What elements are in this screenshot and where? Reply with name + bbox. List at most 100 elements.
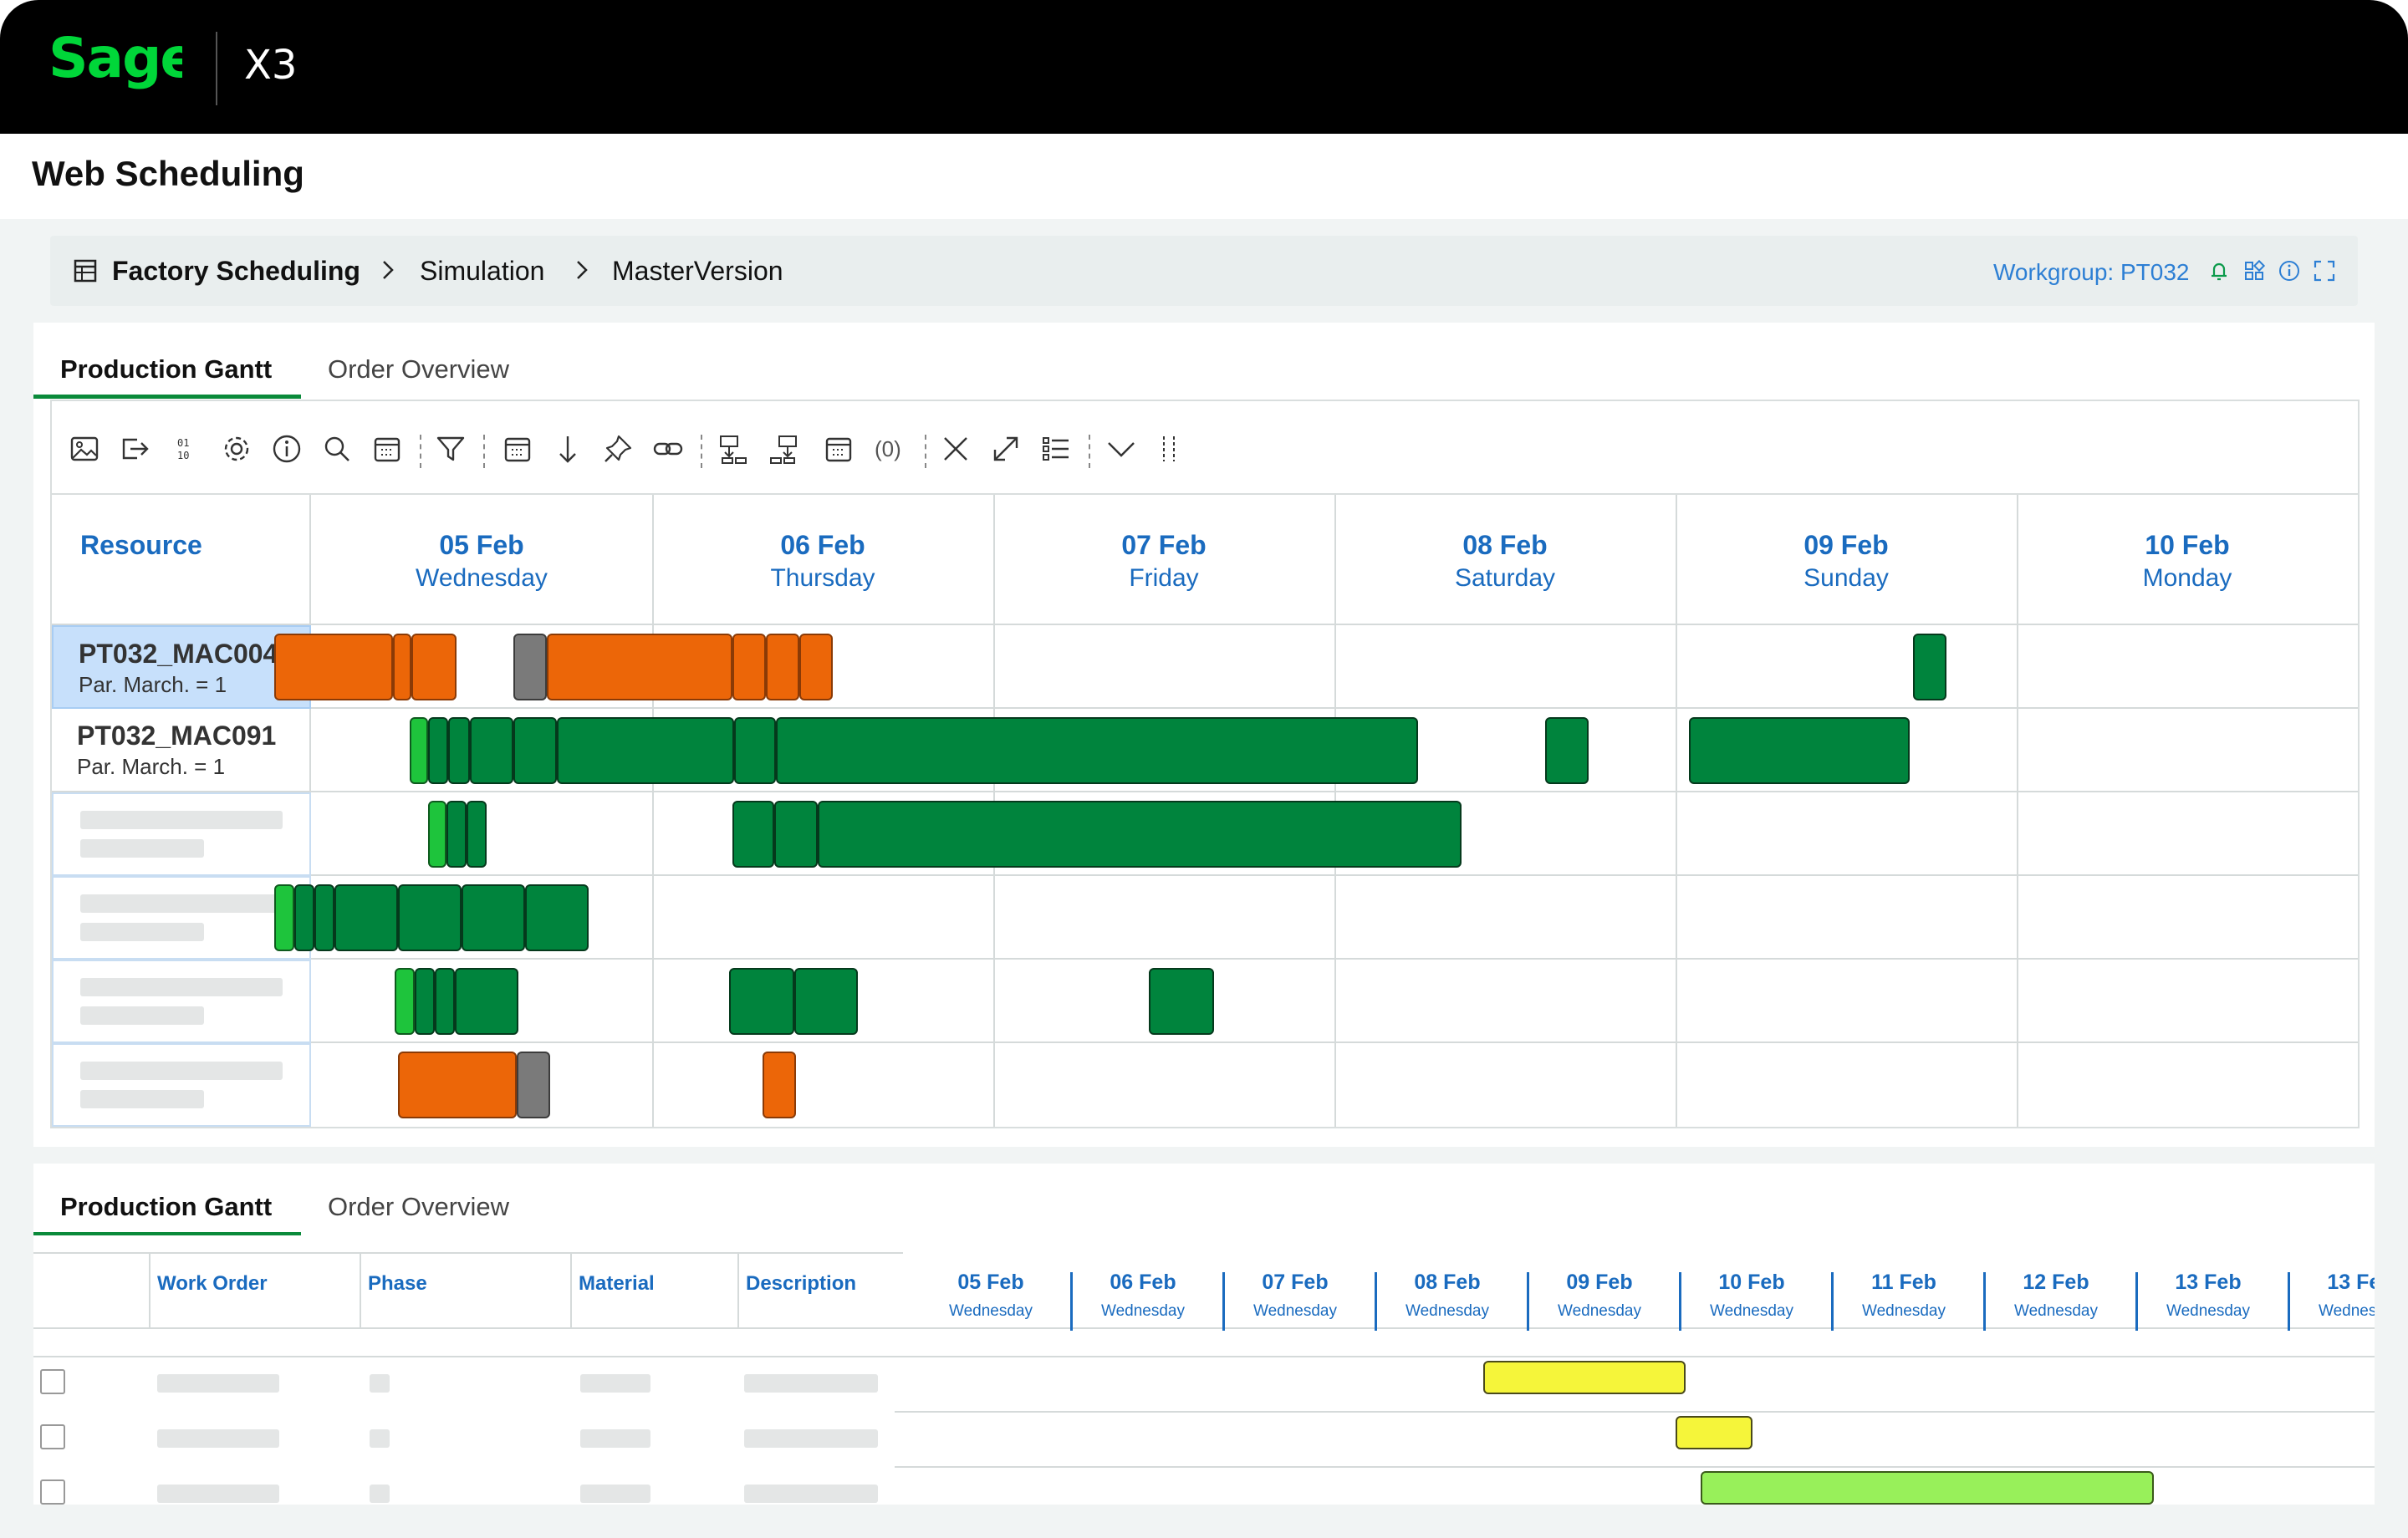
row-checkbox[interactable] <box>40 1479 65 1505</box>
day-date: 07 Feb <box>1121 530 1207 560</box>
operation-bar[interactable] <box>410 717 428 784</box>
table-row[interactable] <box>33 1424 903 1458</box>
table-row[interactable] <box>33 1479 903 1505</box>
toolbar-divider <box>925 435 926 468</box>
operation-bar[interactable] <box>446 801 467 868</box>
operation-bar[interactable] <box>314 884 334 951</box>
image-icon[interactable] <box>69 433 100 465</box>
order-bar[interactable] <box>1483 1361 1686 1394</box>
operation-bar[interactable] <box>734 717 776 784</box>
operation-bar[interactable] <box>470 717 513 784</box>
operation-bar[interactable] <box>1913 634 1946 700</box>
export-icon[interactable] <box>119 433 150 465</box>
resource-row[interactable] <box>52 1043 311 1127</box>
operation-bar[interactable] <box>415 968 435 1035</box>
operation-bar[interactable] <box>467 801 487 868</box>
resource-row[interactable] <box>52 876 311 960</box>
column-phase[interactable]: Phase <box>368 1272 427 1295</box>
list-icon[interactable] <box>1040 433 1072 465</box>
operation-bar[interactable] <box>428 717 448 784</box>
resource-row[interactable] <box>52 960 311 1043</box>
tab-production-gantt[interactable]: Production Gantt <box>60 354 273 384</box>
operation-bar[interactable] <box>763 1052 796 1118</box>
fullscreen-icon[interactable] <box>2313 259 2336 283</box>
calendar-alt-icon[interactable] <box>823 433 855 465</box>
apps-icon[interactable] <box>2242 259 2266 283</box>
operation-bar[interactable] <box>398 1052 517 1118</box>
grid-line <box>1676 495 1677 1127</box>
link-icon[interactable] <box>652 433 684 465</box>
operation-bar[interactable] <box>274 634 393 700</box>
breadcrumb-simulation[interactable]: Simulation <box>420 256 545 286</box>
calendar-grid-icon[interactable] <box>502 433 533 465</box>
operation-bar[interactable] <box>776 717 1418 784</box>
tab-production-gantt[interactable]: Production Gantt <box>60 1192 273 1221</box>
resource-row[interactable]: PT032_MAC091 Par. March. = 1 <box>52 709 311 792</box>
bell-icon[interactable] <box>2207 259 2231 283</box>
operation-bar[interactable] <box>525 884 589 951</box>
operation-bar[interactable] <box>513 717 557 784</box>
operation-bar[interactable] <box>398 884 462 951</box>
pin-icon[interactable] <box>602 433 634 465</box>
close-icon[interactable] <box>940 433 972 465</box>
column-material[interactable]: Material <box>579 1272 655 1295</box>
move-down-icon[interactable] <box>717 433 749 465</box>
operation-bar[interactable] <box>794 968 858 1035</box>
operation-bar[interactable] <box>1149 968 1214 1035</box>
order-bar[interactable] <box>1676 1416 1752 1449</box>
operation-bar[interactable] <box>1545 717 1589 784</box>
operation-bar[interactable] <box>732 634 766 700</box>
placeholder-line <box>80 1006 204 1025</box>
expand-icon[interactable] <box>990 433 1022 465</box>
tab-order-overview[interactable]: Order Overview <box>328 354 510 384</box>
operation-bar[interactable] <box>732 801 774 868</box>
operation-bar[interactable] <box>513 634 547 700</box>
operation-bar[interactable] <box>274 884 294 951</box>
operation-bar[interactable] <box>799 634 833 700</box>
search-icon[interactable] <box>321 433 353 465</box>
arrow-down-icon[interactable] <box>552 433 584 465</box>
operation-bar[interactable] <box>557 717 734 784</box>
calendar-day: Wednesday <box>1406 1302 1489 1320</box>
operation-bar[interactable] <box>517 1052 550 1118</box>
resource-row[interactable]: PT032_MAC004 Par. March. = 1 <box>52 625 311 709</box>
operation-bar[interactable] <box>411 634 457 700</box>
operation-bar[interactable] <box>729 968 794 1035</box>
move-down-alt-icon[interactable] <box>768 433 799 465</box>
chevron-down-icon[interactable] <box>1105 433 1137 465</box>
calendar-icon[interactable] <box>371 433 403 465</box>
workgroup-label[interactable]: Workgroup: PT032 <box>1993 259 2190 285</box>
breadcrumb-factory-scheduling[interactable]: Factory Scheduling <box>112 256 360 286</box>
operation-bar[interactable] <box>547 634 732 700</box>
operation-bar[interactable] <box>435 968 455 1035</box>
info-icon[interactable] <box>271 433 303 465</box>
operation-bar[interactable] <box>766 634 799 700</box>
row-checkbox[interactable] <box>40 1369 65 1394</box>
placeholder-line <box>80 1062 283 1080</box>
operation-bar[interactable] <box>448 717 470 784</box>
operation-bar[interactable] <box>818 801 1462 868</box>
operation-bar[interactable] <box>334 884 398 951</box>
column-description[interactable]: Description <box>746 1272 857 1295</box>
breadcrumb-masterversion[interactable]: MasterVersion <box>612 256 783 286</box>
tab-order-overview[interactable]: Order Overview <box>328 1192 510 1221</box>
operation-bar[interactable] <box>462 884 525 951</box>
operation-bar[interactable] <box>774 801 818 868</box>
column-work-order[interactable]: Work Order <box>157 1272 268 1295</box>
table-row[interactable] <box>33 1369 903 1403</box>
grid-line <box>52 707 2358 709</box>
filter-icon[interactable] <box>435 433 467 465</box>
operation-bar[interactable] <box>428 801 446 868</box>
more-icon[interactable] <box>1154 433 1186 465</box>
operation-bar[interactable] <box>1689 717 1910 784</box>
operation-bar[interactable] <box>395 968 415 1035</box>
settings-icon[interactable] <box>221 433 253 465</box>
info-icon[interactable] <box>2278 259 2301 283</box>
order-bar[interactable] <box>1701 1471 2154 1505</box>
resource-row[interactable] <box>52 792 311 876</box>
operation-bar[interactable] <box>455 968 518 1035</box>
row-checkbox[interactable] <box>40 1424 65 1449</box>
operation-bar[interactable] <box>393 634 411 700</box>
operation-bar[interactable] <box>294 884 314 951</box>
